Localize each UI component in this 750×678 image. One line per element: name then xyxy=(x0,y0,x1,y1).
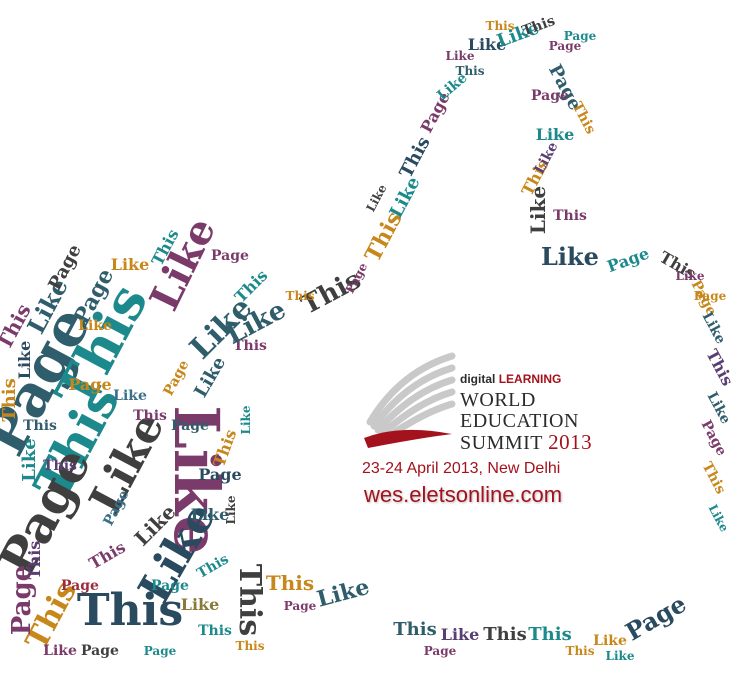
cloud-word: Page xyxy=(68,375,111,394)
cloud-word: Page xyxy=(7,565,37,635)
cloud-word: Page xyxy=(211,248,249,264)
book-arc-icon xyxy=(364,352,456,448)
cloud-word: This xyxy=(77,585,183,636)
cloud-word: Like xyxy=(593,633,627,649)
cloud-word: Like xyxy=(19,438,40,481)
cloud-word: Like xyxy=(446,49,475,63)
cloud-word: Page xyxy=(151,578,189,594)
cloud-word: Like xyxy=(111,255,150,274)
event-dates: 23-24 April 2013, New Delhi xyxy=(362,460,561,477)
title-line-1: WORLD xyxy=(460,389,536,411)
cloud-word: This xyxy=(483,624,526,645)
cloud-word: Page xyxy=(694,289,727,303)
cloud-word: This xyxy=(566,644,595,658)
brand-prefix: digital xyxy=(460,372,496,386)
cloud-word: Like xyxy=(15,341,34,380)
cloud-word: Page xyxy=(284,599,317,613)
cloud-word: Like xyxy=(441,625,480,644)
summit-title: WORLD EDUCATION SUMMIT 2013 xyxy=(460,390,592,454)
cloud-word: This xyxy=(528,624,571,645)
cloud-word: This xyxy=(43,458,77,474)
cloud-word: Like xyxy=(706,502,732,534)
cloud-word: Like xyxy=(160,405,233,555)
title-summit: SUMMIT xyxy=(460,432,543,454)
cloud-word: This xyxy=(232,564,267,636)
cloud-word: Like xyxy=(536,125,575,144)
cloud-word: Page xyxy=(81,643,119,659)
cloud-word: Page xyxy=(424,644,457,658)
cloud-word: Like xyxy=(699,309,729,346)
cloud-word: Like xyxy=(113,388,147,404)
event-url-link[interactable]: wes.eletsonline.com xyxy=(364,482,563,507)
cloud-word: This xyxy=(266,571,314,595)
brand-line: digital LEARNING xyxy=(460,372,561,386)
cloud-word: This xyxy=(396,133,435,181)
cloud-word: This xyxy=(23,418,57,434)
title-line-2: EDUCATION xyxy=(460,410,579,432)
cloud-word: Page xyxy=(620,589,691,647)
cloud-word: Like xyxy=(468,35,507,54)
cloud-word: Like xyxy=(224,495,238,524)
cloud-word: Like xyxy=(43,643,77,659)
cloud-word: Like xyxy=(190,353,230,401)
cloud-word: Page xyxy=(549,39,582,53)
cloud-word: This xyxy=(198,623,232,639)
title-line-3: SUMMIT 2013 xyxy=(460,432,592,454)
title-year: 2013 xyxy=(548,430,593,454)
cloud-word: Like xyxy=(606,649,635,663)
cloud-word: Page xyxy=(564,29,597,43)
cloud-word: Page xyxy=(61,578,99,594)
cloud-word: Like xyxy=(314,574,372,613)
cloud-word: This xyxy=(702,346,737,389)
cloud-word: This xyxy=(233,338,267,354)
summit-logo: digital LEARNING WORLD EDUCATION SUMMIT … xyxy=(360,352,622,512)
cloud-word: Page xyxy=(531,88,569,104)
cloud-word: Like xyxy=(191,505,230,524)
cloud-word: Like xyxy=(676,269,705,283)
cloud-word: Page xyxy=(198,465,241,484)
cloud-word: This xyxy=(486,19,515,33)
cloud-word: This xyxy=(699,459,729,496)
cloud-word: Page xyxy=(44,241,85,294)
cloud-word: This xyxy=(236,639,265,653)
cloud-word: Page xyxy=(144,644,177,658)
cloud-word: Like xyxy=(541,242,599,271)
cloud-word: Page xyxy=(171,418,209,434)
cloud-word: This xyxy=(0,378,20,421)
cloud-word: Page xyxy=(605,243,652,276)
cloud-word: This xyxy=(25,541,44,580)
cloud-word: Like xyxy=(239,405,253,434)
cloud-word: Like xyxy=(386,173,425,221)
cloud-word: Like xyxy=(78,318,112,334)
cloud-word: This xyxy=(456,64,485,78)
cloud-word: Page xyxy=(161,358,193,399)
cloud-word: This xyxy=(393,619,436,640)
cloud-word: Like xyxy=(526,186,550,234)
cloud-word: This xyxy=(86,537,129,573)
cloud-word: Like xyxy=(181,595,220,614)
cloud-word: This xyxy=(133,408,167,424)
brand-highlight: LEARNING xyxy=(498,372,562,386)
cloud-word: This xyxy=(286,289,315,303)
cloud-word: This xyxy=(553,208,587,224)
